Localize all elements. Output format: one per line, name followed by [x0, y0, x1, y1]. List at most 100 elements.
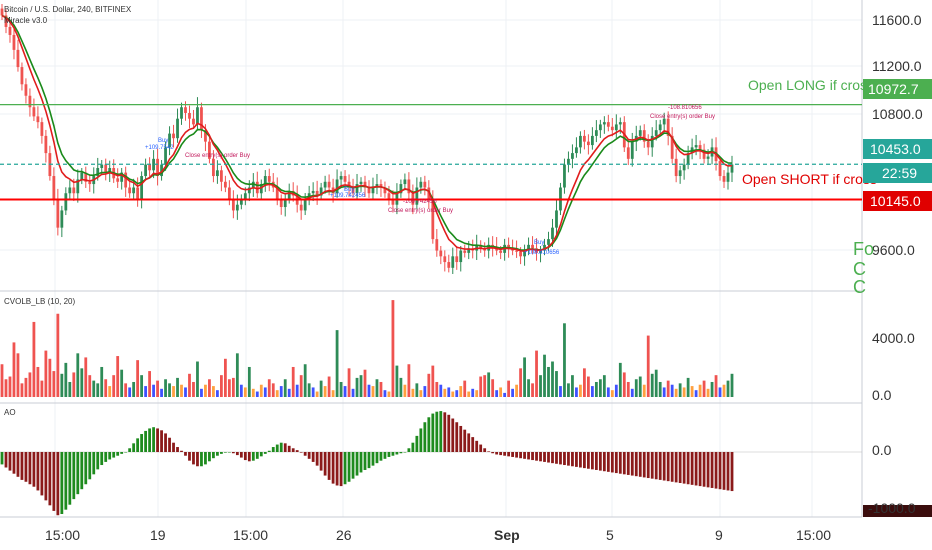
ao-bar — [475, 440, 479, 452]
ao-bar — [379, 452, 383, 461]
short-level-value: 10145.0 — [870, 193, 921, 209]
candle-body — [658, 124, 662, 131]
ao-bar — [435, 411, 439, 452]
price-tick-11200: 11200.0 — [872, 58, 922, 74]
volume-bar — [0, 364, 4, 397]
volume-bar — [567, 383, 570, 397]
ao-bar — [499, 452, 503, 456]
candle-body — [650, 135, 654, 148]
time-tick-3: 15:00 — [233, 527, 268, 543]
ao-bar — [56, 452, 60, 516]
price-axis[interactable]: 11600.0 11200.0 10800.0 9600.0 — [872, 12, 923, 258]
volume-bar — [606, 387, 610, 397]
ao-bar — [531, 452, 534, 461]
ao-bar — [112, 452, 116, 458]
candle-body — [68, 187, 72, 194]
volume-bar — [511, 388, 514, 397]
volume-bar — [148, 371, 151, 397]
ao-bar — [427, 417, 431, 452]
ao-bar — [8, 452, 12, 471]
ao-bar — [4, 452, 8, 468]
volume-bar — [32, 321, 36, 397]
candle-body — [638, 130, 642, 136]
candle-body — [227, 187, 231, 199]
volume-bar — [335, 330, 339, 397]
candle-body — [694, 145, 698, 148]
ao-bar — [188, 452, 191, 461]
volume-bar — [710, 381, 714, 397]
candle-body — [515, 250, 518, 252]
volume-bar — [64, 362, 68, 397]
volume-bar — [251, 388, 255, 397]
open-short-label: Open SHORT if cross — [742, 171, 877, 187]
volume-bar — [208, 379, 211, 397]
ao-bar — [395, 452, 399, 455]
volume-bar — [227, 379, 231, 397]
volume-bar — [52, 371, 56, 397]
volume-bar — [100, 366, 104, 397]
volume-bar — [220, 375, 223, 397]
volume-bar — [726, 380, 730, 397]
volume-bar — [650, 373, 654, 397]
volume-bar — [156, 380, 159, 397]
volume-bar — [172, 386, 175, 397]
ao-bar — [76, 452, 80, 495]
ao-bar — [571, 452, 574, 467]
volume-bar — [702, 380, 706, 397]
candle-body — [455, 256, 459, 263]
ao-bar — [626, 452, 630, 475]
volume-bar — [188, 373, 191, 397]
candle-body — [718, 161, 722, 177]
volume-bar — [666, 380, 670, 397]
ao-bar — [583, 452, 586, 469]
volume-bar — [44, 350, 48, 397]
volume-bar — [407, 364, 411, 397]
volume-bar — [235, 353, 239, 397]
candle-body — [666, 118, 670, 136]
long-level-tag — [863, 79, 932, 99]
volume-bar — [20, 383, 24, 397]
ao-bar — [363, 452, 367, 470]
candle-body — [662, 118, 666, 125]
candle-body — [88, 181, 92, 185]
ao-bar — [586, 452, 590, 469]
ao-bar — [279, 442, 283, 452]
ao-bar — [383, 452, 387, 459]
volume-bar — [16, 353, 20, 397]
ao-bar — [295, 450, 299, 452]
candle-body — [563, 164, 566, 188]
ao-bar — [463, 429, 467, 452]
ao-bar — [184, 452, 187, 456]
volume-bar — [80, 368, 84, 397]
candle-body — [419, 181, 423, 188]
ao-bar — [718, 452, 722, 490]
candle-body — [56, 198, 60, 228]
ao-bar — [196, 452, 199, 467]
cut-off-label-2: C — [853, 259, 866, 279]
volume-bar — [559, 386, 562, 397]
time-axis[interactable]: 15:00 19 15:00 26 Sep 5 9 15:00 — [45, 527, 831, 543]
ao-bar — [104, 452, 108, 462]
ao-bar — [575, 452, 578, 467]
ao-bar — [144, 430, 148, 452]
candle-body — [259, 184, 263, 194]
ao-bar — [610, 452, 614, 473]
candle-body — [84, 172, 88, 182]
volume-bar — [503, 392, 507, 397]
ao-bar — [315, 452, 319, 466]
volume-bar — [8, 376, 12, 397]
candle-body — [682, 164, 686, 171]
candle-body — [539, 250, 542, 253]
ao-bar — [594, 452, 598, 470]
ao-bar — [72, 452, 76, 500]
ao-bar — [128, 448, 132, 452]
ao-bar — [702, 452, 706, 487]
candle-body — [263, 176, 267, 185]
volume-bar — [164, 379, 167, 397]
candle-body — [172, 133, 175, 139]
candle-body — [204, 130, 207, 142]
candle-body — [602, 122, 606, 125]
ao-panel-title: AO — [4, 408, 16, 417]
ao-bar — [666, 452, 670, 482]
